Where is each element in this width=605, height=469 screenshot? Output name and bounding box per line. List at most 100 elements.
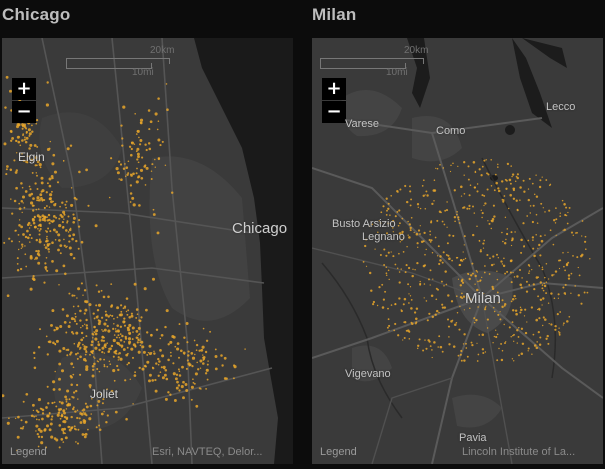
data-point (147, 109, 151, 112)
data-point (121, 144, 124, 147)
data-point (97, 340, 100, 343)
data-point (531, 236, 535, 239)
data-point (55, 405, 58, 408)
data-point (39, 407, 42, 410)
data-point (48, 251, 50, 253)
data-point (400, 309, 402, 311)
data-point (3, 241, 6, 244)
data-point (497, 166, 499, 168)
data-point (116, 364, 119, 368)
data-point (206, 363, 209, 366)
data-point (570, 292, 572, 294)
data-point (117, 353, 119, 355)
data-point (433, 189, 437, 192)
data-point (538, 343, 542, 347)
data-point (83, 421, 86, 424)
data-point (35, 122, 38, 125)
chicago-legend-link[interactable]: Legend (10, 446, 47, 458)
data-point (535, 174, 537, 176)
data-point (10, 139, 13, 142)
data-point (223, 356, 227, 360)
data-point (28, 147, 31, 150)
data-point (461, 278, 464, 281)
zoom-out-button[interactable]: − (322, 101, 346, 123)
data-point (161, 376, 165, 380)
data-point (31, 171, 34, 174)
data-point (468, 194, 471, 197)
data-point (52, 153, 56, 157)
data-point (148, 344, 152, 348)
data-point (449, 170, 452, 173)
data-point (70, 203, 74, 207)
data-point (461, 260, 464, 262)
data-point (438, 311, 440, 314)
data-point (493, 263, 495, 265)
data-point (65, 348, 68, 351)
data-point (48, 206, 51, 208)
data-point (117, 359, 120, 361)
data-point (429, 234, 431, 236)
data-point (474, 186, 476, 189)
data-point (135, 330, 139, 333)
data-point (26, 155, 29, 158)
data-point (586, 291, 589, 294)
data-point (516, 275, 519, 278)
data-point (59, 244, 63, 247)
data-point (151, 277, 156, 281)
data-point (491, 285, 494, 289)
data-point (500, 260, 503, 263)
data-point (68, 292, 71, 295)
data-point (136, 147, 140, 151)
data-point (463, 333, 466, 336)
data-point (465, 342, 467, 345)
data-point (496, 333, 499, 336)
milan-legend-link[interactable]: Legend (320, 446, 357, 458)
data-point (378, 220, 380, 222)
data-point (52, 200, 55, 203)
data-point (46, 269, 49, 272)
data-point (50, 418, 53, 421)
data-point (119, 333, 122, 335)
data-point (533, 193, 536, 196)
data-point (26, 229, 29, 233)
milan-map[interactable]: 20km 10mi + − Varese Como Lecco Busto Ar… (312, 38, 603, 464)
data-point (157, 157, 161, 160)
data-point (521, 277, 523, 279)
data-point (567, 211, 569, 214)
data-point (528, 272, 530, 275)
data-point (118, 351, 121, 355)
data-point (161, 140, 164, 143)
data-point (16, 257, 19, 260)
data-point (503, 242, 507, 245)
data-point (410, 216, 413, 219)
chicago-map[interactable]: 20km 10mi + − Elgin Chicago Joliet Legen… (2, 38, 293, 464)
place-label-pavia: Pavia (459, 432, 487, 444)
data-point (542, 324, 544, 327)
data-point (199, 367, 202, 369)
data-point (84, 359, 87, 362)
zoom-in-button[interactable]: + (322, 78, 346, 100)
data-point (39, 193, 43, 197)
data-point (483, 239, 486, 242)
data-point (460, 185, 463, 189)
data-point (466, 355, 469, 358)
data-point (14, 171, 18, 174)
data-point (94, 346, 98, 350)
data-point (417, 344, 420, 347)
data-point (21, 427, 24, 430)
data-point (444, 209, 447, 212)
data-point (385, 272, 388, 275)
data-point (409, 185, 411, 188)
data-point (492, 255, 495, 258)
data-point (423, 297, 425, 299)
data-point (55, 230, 59, 234)
zoom-out-button[interactable]: − (12, 101, 36, 123)
data-point (520, 308, 523, 312)
data-point (533, 254, 536, 258)
data-point (486, 327, 489, 329)
zoom-in-button[interactable]: + (12, 78, 36, 100)
data-point (98, 428, 102, 432)
data-point (566, 222, 569, 225)
data-point (79, 348, 81, 350)
data-point (152, 213, 156, 216)
